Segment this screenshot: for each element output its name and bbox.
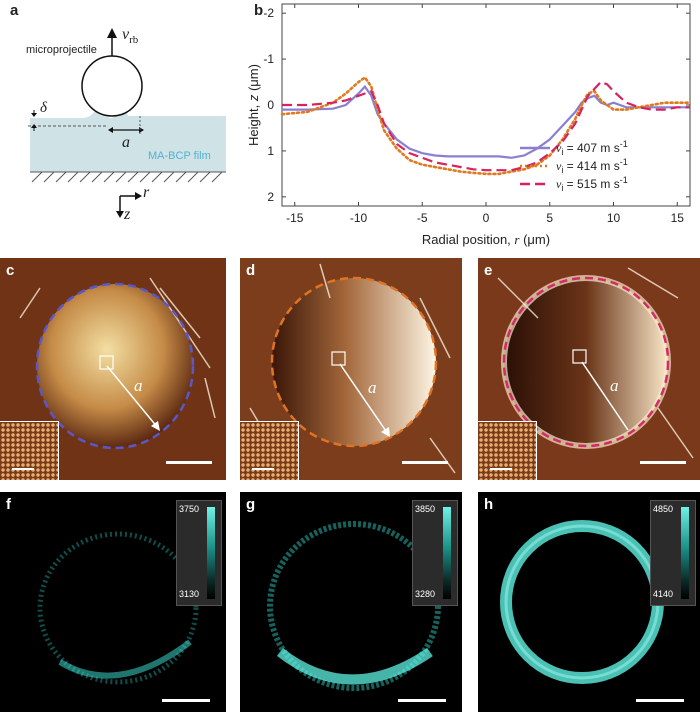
y-tick-label: -2	[263, 6, 274, 20]
panel-b-label: b	[254, 2, 264, 19]
radius-label-e: a	[610, 376, 619, 395]
raman-map-g: g 3850 3280	[240, 492, 462, 712]
raman-ring-g	[267, 521, 441, 691]
y-tick-label: 2	[267, 190, 274, 204]
panel-g-label: g	[246, 496, 256, 513]
radius-arrow-d	[381, 427, 390, 437]
schematic-diagram	[28, 28, 226, 218]
z-axis-arrow	[116, 211, 124, 218]
y-tick-label: 0	[267, 98, 274, 112]
scalebar-e	[640, 461, 686, 464]
inset-scalebar-c	[12, 468, 34, 470]
microprojectile-label: microprojectile	[26, 44, 97, 56]
colorbar-max-g: 3850	[415, 504, 436, 514]
colorbar-max-h: 4850	[653, 504, 674, 514]
panel-e-label: e	[484, 262, 493, 279]
colorbar-g: 3850 3280	[412, 500, 458, 606]
crater-outline-e	[502, 276, 670, 448]
legend-label-2: vi = 414 m s-1	[556, 157, 628, 175]
raman-ring-f	[37, 531, 199, 685]
legend-label-1: vi = 407 m s-1	[556, 139, 628, 157]
contact-radius-label: a	[122, 134, 130, 151]
radius-arrow-c	[151, 421, 160, 431]
series-line-3	[282, 80, 690, 172]
colorbar-min-f: 3130	[179, 589, 200, 599]
raman-map-h: h 4850 4140	[478, 492, 700, 712]
x-tick-label: -15	[286, 211, 304, 225]
radius-label-c: a	[134, 376, 143, 395]
scalebar-c	[166, 461, 212, 464]
scalebar-h	[636, 699, 684, 702]
afm-topography-e	[478, 258, 700, 480]
y-tick-label: -1	[263, 52, 274, 66]
inset-marker-e	[572, 349, 587, 364]
panel-a: a	[0, 0, 240, 232]
series-line-2	[280, 75, 692, 176]
legend-label-3: vi = 515 m s-1	[556, 175, 628, 193]
lattice-inset-e	[478, 421, 537, 480]
inset-scalebar-e	[490, 468, 512, 470]
scalebar-d	[402, 461, 448, 464]
y-tick-label: 1	[267, 144, 274, 158]
substrate-hatch	[30, 171, 226, 183]
afm-image-c: c a	[0, 258, 226, 480]
inset-marker-c	[99, 355, 114, 370]
scalebar-f	[162, 699, 210, 702]
series-line-1	[282, 84, 690, 159]
x-axis-label: Radial position, r (μm)	[422, 232, 550, 247]
film-layer	[30, 109, 226, 172]
x-tick-label: 5	[546, 211, 553, 225]
panel-h-label: h	[484, 496, 494, 513]
colorbar-min-h: 4140	[653, 589, 674, 599]
afm-image-e: e a	[478, 258, 700, 480]
x-tick-label: -5	[417, 211, 428, 225]
x-tick-label: 10	[607, 211, 621, 225]
delta-label: δ	[40, 100, 47, 116]
colorbar-f: 3750 3130	[176, 500, 222, 606]
velocity-arrow-head	[107, 28, 117, 38]
film-label: MA-BCP film	[148, 150, 211, 162]
microprojectile-circle	[81, 55, 143, 117]
panel-f-label: f	[6, 496, 11, 513]
r-axis-label: r	[143, 184, 150, 201]
colorbar-min-g: 3280	[415, 589, 436, 599]
x-tick-label: 15	[671, 211, 685, 225]
crater-outline-c	[35, 282, 195, 450]
x-tick-label: 0	[483, 211, 490, 225]
z-axis-label: z	[124, 206, 131, 223]
lattice-inset-c	[0, 421, 59, 480]
crater-outline-d	[270, 276, 438, 448]
panel-b: b -15 -10 -5 0 5 10 15 -2 -1 0 1 2 vi = 407 m s-1 v…	[236, 0, 700, 250]
lattice-inset-d	[240, 421, 299, 480]
radius-label-d: a	[368, 378, 377, 397]
x-tick-label: -10	[350, 211, 368, 225]
afm-image-d: d a	[240, 258, 462, 480]
scalebar-g	[398, 699, 446, 702]
colorbar-h: 4850 4140	[650, 500, 696, 606]
panel-a-label: a	[10, 2, 19, 19]
y-axis-label: Height, z (μm)	[246, 64, 261, 146]
colorbar-max-f: 3750	[179, 504, 200, 514]
r-axis-arrow	[135, 192, 142, 200]
inset-scalebar-d	[252, 468, 274, 470]
panel-c-label: c	[6, 262, 15, 279]
velocity-label: vrb	[122, 26, 139, 47]
inset-marker-d	[331, 351, 346, 366]
raman-map-f: f 3750 3130	[0, 492, 226, 712]
panel-d-label: d	[246, 262, 256, 279]
